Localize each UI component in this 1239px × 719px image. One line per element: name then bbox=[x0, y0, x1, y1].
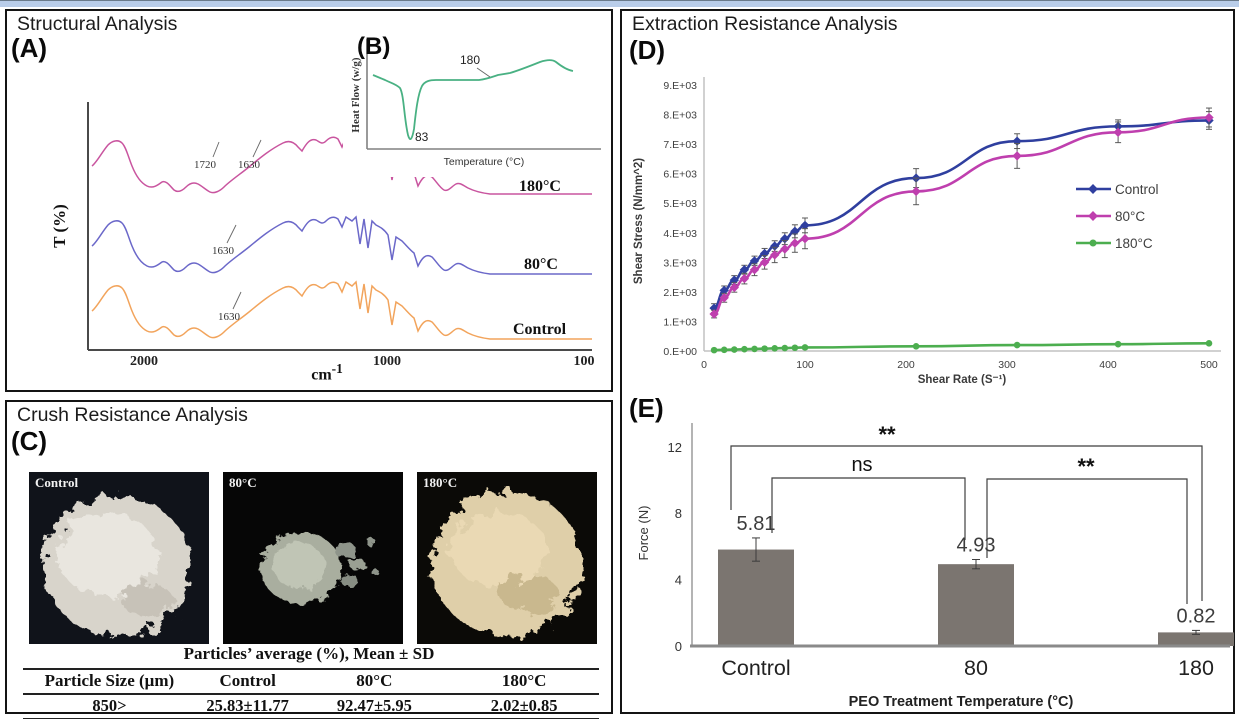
curve-label-80: 80°C bbox=[524, 256, 558, 273]
col-180c: 180°C bbox=[449, 669, 599, 695]
photo-80c: 80°C bbox=[223, 472, 403, 644]
photo-label-180c: 180°C bbox=[423, 475, 458, 490]
ftir-chart: 2000 1000 100 T (%) 180°C 80°C Control 1… bbox=[50, 102, 595, 369]
svg-text:300: 300 bbox=[998, 359, 1016, 371]
cell-80c: 92.47±5.95 bbox=[336, 696, 412, 715]
svg-text:**: ** bbox=[1077, 454, 1095, 479]
dsc-min-label: 83 bbox=[415, 130, 429, 144]
col-particle-size: Particle Size (μm) bbox=[23, 669, 196, 695]
panel-crush: Crush Resistance Analysis (C) Control bbox=[5, 400, 613, 719]
dsc-curve bbox=[372, 59, 574, 140]
peak-1720: 1720 bbox=[194, 159, 217, 171]
svg-text:12: 12 bbox=[668, 440, 682, 455]
ftir-x-label: cm-1 bbox=[311, 361, 343, 384]
panel-label-c: (C) bbox=[11, 426, 48, 456]
svg-text:500: 500 bbox=[1200, 359, 1218, 371]
svg-text:3.E+03: 3.E+03 bbox=[663, 257, 697, 269]
peak-callout bbox=[226, 224, 237, 244]
peak-1630-pink: 1630 bbox=[238, 159, 261, 171]
svg-text:ns: ns bbox=[851, 454, 872, 476]
crush-title: Crush Resistance Analysis bbox=[17, 404, 248, 426]
svg-text:6.E+03: 6.E+03 bbox=[663, 169, 697, 181]
col-control: Control bbox=[195, 669, 300, 695]
particle-table: Particle Size (μm) Control 80°C 180°C 85… bbox=[23, 668, 599, 719]
dsc-callout bbox=[476, 67, 491, 78]
svg-text:9.E+03: 9.E+03 bbox=[663, 80, 697, 92]
svg-text:100: 100 bbox=[796, 359, 814, 371]
photo-label-control: Control bbox=[35, 475, 79, 490]
structural-title: Structural Analysis bbox=[17, 13, 178, 35]
panel-extraction: Extraction Resistance Analysis (D) 0.E+0… bbox=[620, 9, 1235, 714]
svg-text:2.E+03: 2.E+03 bbox=[663, 287, 697, 299]
svg-text:0: 0 bbox=[701, 359, 707, 371]
shear-stress-chart: 0.E+00 1.E+03 2.E+03 3.E+03 4.E+03 5.E+03 6.E+… bbox=[633, 77, 1221, 386]
peak-1630-blue: 1630 bbox=[212, 245, 235, 257]
svg-text:180: 180 bbox=[1178, 656, 1214, 680]
ftir-y-label: T (%) bbox=[50, 204, 69, 248]
svg-text:200: 200 bbox=[897, 359, 915, 371]
dsc-transition-label: 180 bbox=[460, 53, 480, 67]
svg-text:Shear Rate (S⁻¹): Shear Rate (S⁻¹) bbox=[918, 374, 1007, 386]
svg-text:Control: Control bbox=[721, 656, 790, 680]
peak-callout bbox=[252, 139, 262, 158]
panel-label-e: (E) bbox=[629, 393, 664, 423]
table-row: 850> 25.83±11.77 92.47±5.95 2.02±0.85 bbox=[23, 694, 599, 719]
panel-label-b: (B) bbox=[357, 33, 391, 60]
top-strip bbox=[0, 0, 1239, 7]
ftir-tick-2000: 2000 bbox=[130, 354, 158, 369]
dsc-y-label: Heat Flow (w/g) bbox=[350, 57, 362, 133]
svg-text:180°C: 180°C bbox=[1115, 236, 1153, 251]
panel-label-d: (D) bbox=[629, 35, 666, 65]
svg-text:8: 8 bbox=[675, 506, 682, 521]
peak-callout bbox=[212, 141, 220, 158]
svg-text:4.E+03: 4.E+03 bbox=[663, 228, 697, 240]
svg-text:PEO Treatment Temperature (°C): PEO Treatment Temperature (°C) bbox=[849, 694, 1074, 710]
photo-80c-image bbox=[223, 472, 403, 644]
ftir-curve-80 bbox=[91, 216, 593, 275]
photo-control-image bbox=[29, 472, 209, 644]
svg-text:Control: Control bbox=[1115, 182, 1159, 197]
photo-control: Control bbox=[29, 472, 209, 644]
cell-size: 850> bbox=[92, 696, 127, 715]
ftir-tick-100: 100 bbox=[574, 354, 595, 369]
svg-text:4.93: 4.93 bbox=[957, 535, 996, 557]
svg-text:Force (N): Force (N) bbox=[636, 506, 651, 561]
peak-1630-orange: 1630 bbox=[218, 311, 241, 323]
photo-label-80c: 80°C bbox=[229, 475, 257, 490]
peak-callout bbox=[232, 291, 242, 310]
force-bar-chart: 0 4 8 12 ns ** ** 5.81 Control 4.93 80 0.82 180 PEO T… bbox=[636, 422, 1234, 710]
svg-text:80: 80 bbox=[964, 656, 988, 680]
svg-text:8.E+03: 8.E+03 bbox=[663, 110, 697, 122]
svg-text:4: 4 bbox=[675, 573, 682, 588]
dsc-inset: (B) 83 180 Temperature (°C) Heat Flow (w… bbox=[343, 33, 609, 177]
extraction-title: Extraction Resistance Analysis bbox=[632, 13, 898, 35]
svg-text:400: 400 bbox=[1099, 359, 1117, 371]
photo-180c: 180°C bbox=[417, 472, 597, 644]
svg-text:0: 0 bbox=[675, 639, 682, 654]
col-80c: 80°C bbox=[299, 669, 450, 695]
svg-text:Shear Stress (N/mm^2): Shear Stress (N/mm^2) bbox=[633, 158, 645, 284]
panel-label-a: (A) bbox=[11, 33, 48, 63]
cell-control: 25.83±11.77 bbox=[206, 696, 289, 715]
svg-text:7.E+03: 7.E+03 bbox=[663, 139, 697, 151]
ftir-tick-1000: 1000 bbox=[373, 354, 401, 369]
table-header-row: Particle Size (μm) Control 80°C 180°C bbox=[23, 669, 599, 695]
panel-structural: Structural Analysis (A) 2000 1000 100 T … bbox=[5, 9, 613, 392]
table-caption: Particles’ average (%), Mean ± SD bbox=[183, 644, 435, 663]
svg-text:0.82: 0.82 bbox=[1177, 605, 1216, 627]
dsc-chart: 83 180 Temperature (°C) bbox=[366, 39, 601, 168]
svg-text:0.E+00: 0.E+00 bbox=[663, 346, 697, 358]
curve-label-180: 180°C bbox=[519, 178, 561, 195]
svg-text:1.E+03: 1.E+03 bbox=[663, 316, 697, 328]
cell-180c: 2.02±0.85 bbox=[490, 696, 558, 715]
curve-label-control: Control bbox=[513, 321, 567, 338]
svg-text:5.81: 5.81 bbox=[737, 513, 776, 535]
svg-text:80°C: 80°C bbox=[1115, 209, 1145, 224]
svg-text:5.E+03: 5.E+03 bbox=[663, 198, 697, 210]
svg-text:**: ** bbox=[878, 422, 896, 447]
dsc-x-label: Temperature (°C) bbox=[444, 156, 525, 168]
photo-180c-image bbox=[417, 472, 597, 644]
